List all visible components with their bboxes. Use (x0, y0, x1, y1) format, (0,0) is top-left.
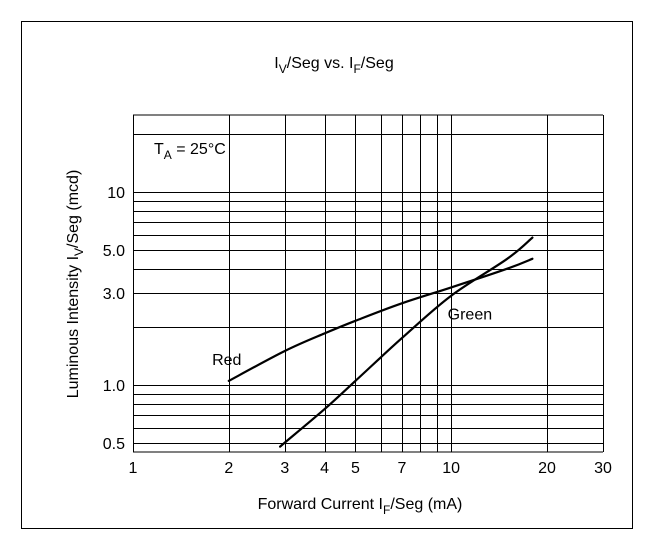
x-axis-label: Forward Current IF/Seg (mA) (258, 496, 463, 517)
x-tick-label: 3 (280, 460, 289, 477)
x-tick-label: 30 (594, 460, 612, 477)
y-tick-label: 1.0 (103, 378, 125, 395)
chart-frame: IV/Seg vs. IF/Seg Red Green 1 2 3 4 5 7 10 20 30 … (21, 21, 633, 529)
y-tick-label: 0.5 (103, 436, 125, 453)
x-tick-label: 4 (320, 460, 329, 477)
x-tick-label: 5 (351, 460, 360, 477)
y-axis-label: Luminous Intensity IV/Seg (mcd) (65, 170, 86, 399)
x-tick-label: 7 (397, 460, 406, 477)
grid-lines (133, 114, 604, 453)
x-tick-label: 20 (538, 460, 556, 477)
series-label-green: Green (448, 307, 492, 324)
chart-title: IV/Seg vs. IF/Seg (274, 55, 393, 76)
y-tick-labels: 0.5 1.0 3.0 5.0 10 (103, 185, 125, 453)
curve-green (279, 236, 534, 448)
x-tick-label: 1 (129, 460, 138, 477)
curves: Red Green (212, 236, 534, 448)
series-label-red: Red (212, 352, 241, 369)
x-tick-labels: 1 2 3 4 5 7 10 20 30 (129, 460, 612, 477)
x-tick-label: 10 (442, 460, 460, 477)
temperature-annotation: TA = 25°C (154, 141, 226, 162)
y-tick-label: 3.0 (103, 286, 125, 303)
y-tick-label: 5.0 (103, 243, 125, 260)
x-tick-label: 2 (224, 460, 233, 477)
y-tick-label: 10 (107, 185, 125, 202)
curve-red (227, 257, 534, 382)
